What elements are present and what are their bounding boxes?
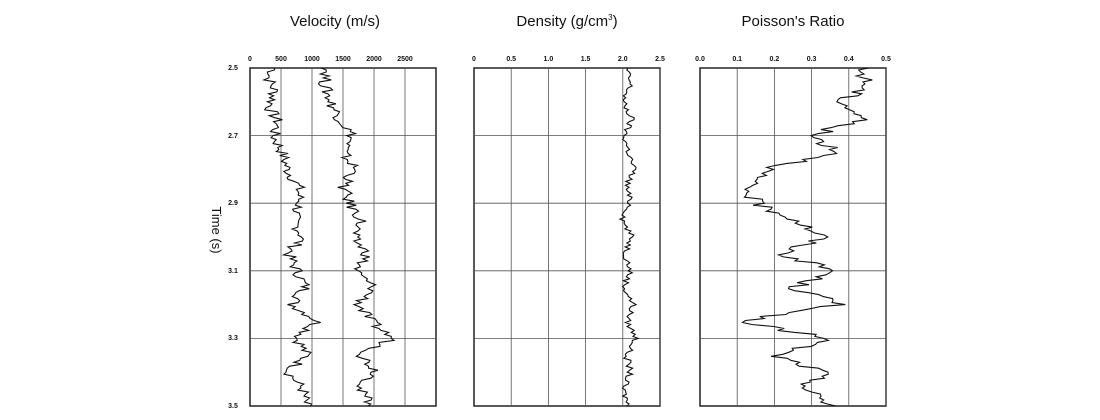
y-tick-label: 2.9 — [228, 200, 238, 207]
series-line-density — [618, 67, 640, 407]
x-tick-label: 0.5 — [881, 56, 891, 63]
series-line-vs — [261, 67, 321, 407]
panel-frame — [699, 67, 887, 407]
x-tick-label: 2500 — [397, 56, 413, 63]
x-tick-label: 0.5 — [506, 56, 516, 63]
y-tick-label: 2.5 — [228, 65, 238, 72]
y-tick-label: 3.3 — [228, 335, 238, 342]
y-tick-label: 3.5 — [228, 403, 238, 410]
x-tick-label: 0.4 — [844, 56, 854, 63]
panel-title-velocity: Velocity (m/s) — [290, 13, 380, 30]
y-axis-label: Time (s) — [209, 206, 224, 253]
x-tick-label: 500 — [275, 56, 287, 63]
x-tick-label: 0.2 — [770, 56, 780, 63]
y-tick-label: 3.1 — [228, 268, 238, 275]
series-line-poissons-ratio — [741, 67, 873, 407]
x-tick-label: 0 — [248, 56, 252, 63]
series-line-vp — [317, 67, 396, 407]
panel-density: 0 0.5 1.0 1.5 2.0 2.5 — [472, 56, 665, 407]
x-tick-label: 2.5 — [655, 56, 665, 63]
x-tick-label: 1500 — [335, 56, 351, 63]
x-tick-label: 0 — [472, 56, 476, 63]
x-tick-label: 1.5 — [581, 56, 591, 63]
y-tick-label: 2.7 — [228, 133, 238, 140]
x-tick-label: 1000 — [304, 56, 320, 63]
x-tick-label: 0.0 — [695, 56, 705, 63]
panel-poissons-ratio: 0.0 0.1 0.2 0.3 0.4 0.5 — [695, 56, 891, 407]
x-tick-label: 0.1 — [732, 56, 742, 63]
panel-title-density: Density (g/cm3) — [516, 13, 617, 30]
panel-velocity: 0 500 1000 1500 2000 2500 — [248, 56, 437, 407]
x-tick-label: 2000 — [366, 56, 382, 63]
y-tick-labels: 2.5 2.7 2.9 3.1 3.3 3.5 — [228, 65, 238, 410]
x-tick-label: 2.0 — [618, 56, 628, 63]
x-tick-label: 1.0 — [544, 56, 554, 63]
x-tick-label: 0.3 — [807, 56, 817, 63]
panel-title-poissons-ratio: Poisson's Ratio — [742, 13, 845, 30]
